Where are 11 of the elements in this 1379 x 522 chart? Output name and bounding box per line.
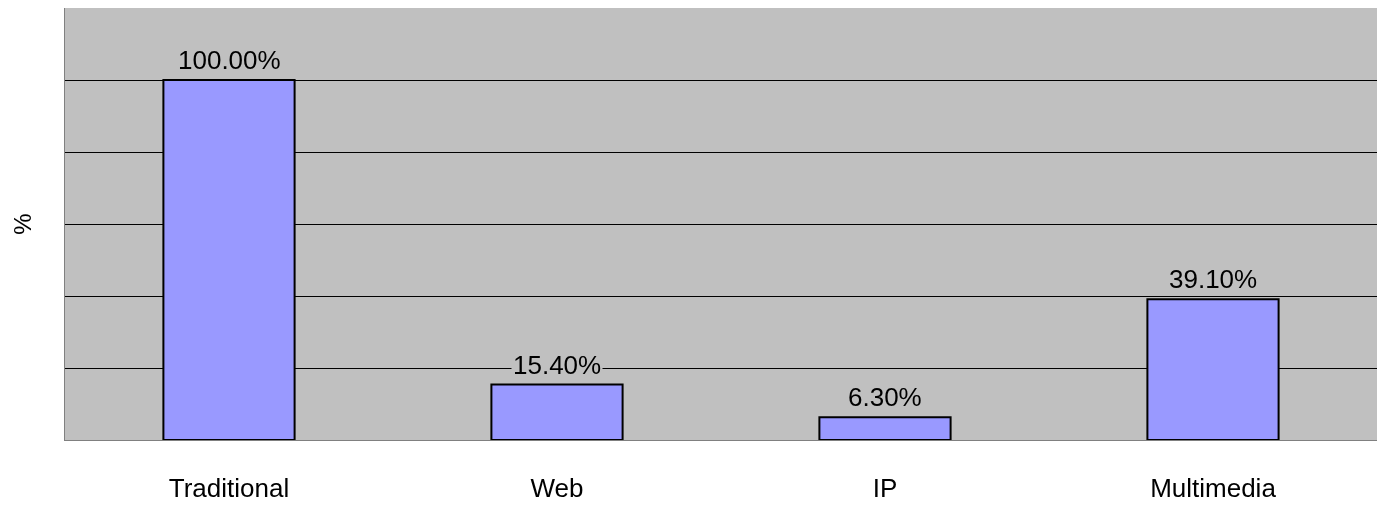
data-label: 6.30% <box>848 382 922 412</box>
x-tick-label: Traditional <box>168 473 290 504</box>
x-tick-label: IP <box>872 473 898 504</box>
bar <box>818 416 952 440</box>
y-axis-title: % <box>9 213 37 235</box>
data-label: 100.00% <box>178 45 281 75</box>
x-tick-label: Web <box>530 473 584 504</box>
bar <box>490 383 624 440</box>
data-label: 39.10% <box>1169 264 1258 294</box>
data-label: 15.40% <box>513 350 602 380</box>
x-tick-label: Multimedia <box>1150 473 1277 504</box>
